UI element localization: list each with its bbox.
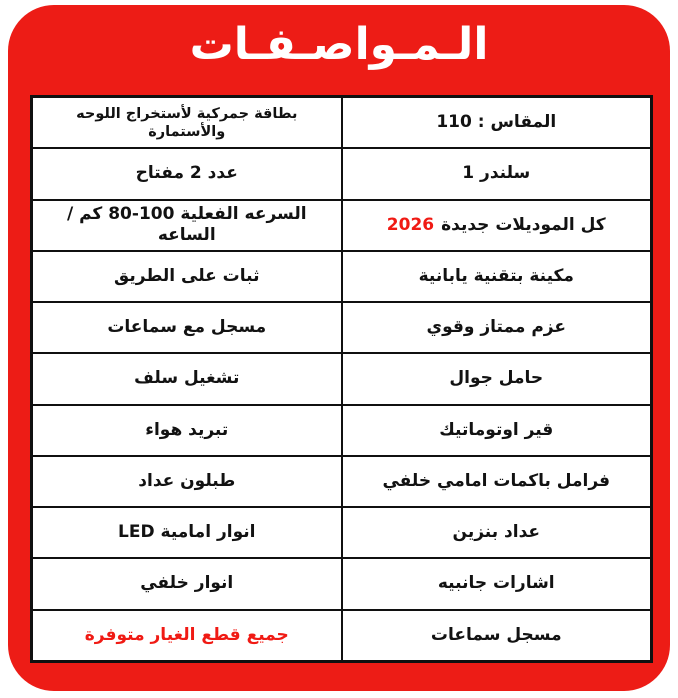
spec-cell: طبلون عداد [138, 470, 236, 491]
spec-cell: مسجل مع سماعات [107, 317, 267, 338]
spec-cell: فرامل باكمات امامي خلفي [340, 456, 651, 507]
spec-cell: كل الموديلات جديدة 2026 [340, 200, 651, 250]
spec-cell-text: كل الموديلات جديدة [441, 214, 606, 235]
spare-parts-note: جميع قطع الغيار متوفرة [84, 624, 289, 645]
spec-cell: ثبات على الطريق [114, 265, 260, 286]
spec-row: المقاس : 110 بطاقة جمركية لأستخراج اللوح… [33, 98, 651, 148]
model-year-accent: 2026 [386, 214, 435, 235]
spec-row: عداد بنزين انوار امامية LED [33, 506, 651, 558]
spec-row: اشارات جانبيه انوار خلفي [33, 557, 651, 609]
spec-cell: انوار امامية LED [118, 522, 256, 543]
spec-row: عزم ممتاز وقوي مسجل مع سماعات [33, 301, 651, 353]
spec-cell: قير اوتوماتيك [340, 405, 651, 455]
spec-cell: سلندر 1 [340, 149, 651, 199]
spec-cell: مسجل سماعات [340, 610, 651, 660]
spec-row: قير اوتوماتيك تبريد هواء [33, 403, 651, 455]
spec-cell: عدد 2 مفتاح [135, 163, 238, 184]
spec-cell: حامل جوال [340, 354, 651, 404]
specs-card: الـمـواصـفـات المقاس : 110 بطاقة جمركية … [8, 5, 670, 691]
spec-cell: تشغيل سلف [134, 368, 240, 389]
spec-cell: عزم ممتاز وقوي [340, 303, 651, 353]
spec-row: كل الموديلات جديدة 2026 السرعه الفعلية 1… [33, 198, 651, 250]
spec-cell: عداد بنزين [340, 508, 651, 558]
spec-cell: انوار خلفي [140, 573, 234, 594]
spec-row: مسجل سماعات جميع قطع الغيار متوفرة [33, 608, 651, 660]
spec-row: مكينة بتقنية يابانية ثبات على الطريق [33, 249, 651, 302]
page-title: الـمـواصـفـات [189, 19, 489, 70]
spec-cell: السرعه الفعلية 100-80 كم / الساعه [66, 203, 307, 246]
spec-cell: اشارات جانبيه [340, 559, 651, 609]
spec-cell: تبريد هواء [145, 419, 229, 440]
spec-cell: مكينة بتقنية يابانية [340, 251, 651, 302]
spec-cell: بطاقة جمركية لأستخراج اللوحه والأستمارة [76, 105, 298, 140]
spec-row: فرامل باكمات امامي خلفي طبلون عداد [33, 454, 651, 507]
spec-cell: المقاس : 110 [340, 98, 651, 148]
spec-row: سلندر 1 عدد 2 مفتاح [33, 147, 651, 199]
specs-table: المقاس : 110 بطاقة جمركية لأستخراج اللوح… [30, 95, 653, 663]
spec-row: حامل جوال تشغيل سلف [33, 352, 651, 404]
